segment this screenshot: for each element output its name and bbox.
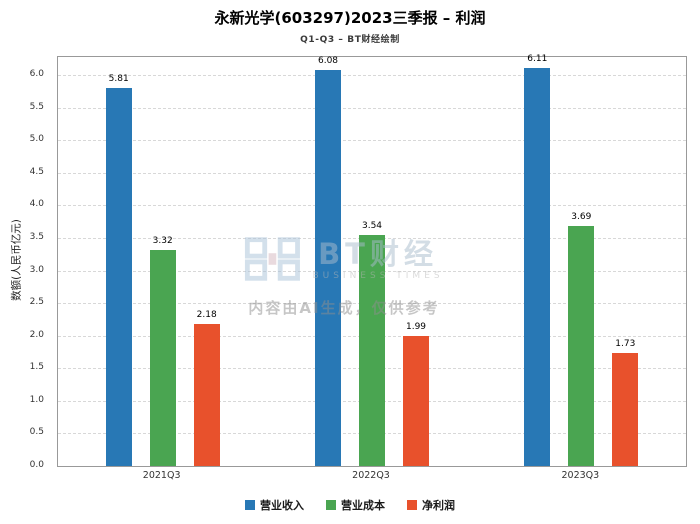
y-tick-label: 4.0: [29, 199, 44, 210]
chart-title: 永新光学(603297)2023三季报 – 利润: [214, 9, 486, 27]
bar-value-label: 1.73: [615, 339, 636, 350]
y-tick-label: 0.5: [29, 427, 44, 438]
bar-value-label: 3.69: [571, 211, 592, 222]
gridline: [58, 172, 686, 174]
plot-area: 5.81 3.32 2.18 6.08 3.54 1.99 6.11 3.69 1.73: [57, 54, 687, 467]
bar-value-label: 6.08: [317, 56, 339, 67]
y-tick-label: 4.5: [29, 166, 44, 177]
legend-swatch: [407, 500, 417, 510]
y-tick-label: 0.0: [29, 460, 44, 470]
legend-label: 营业成本: [341, 499, 385, 512]
x-axis-labels: 2021Q3 2022Q3 2023Q3: [57, 470, 685, 484]
bar: [359, 235, 385, 466]
y-tick-label: 3.5: [29, 232, 44, 243]
bar: [193, 324, 220, 466]
bar: [568, 225, 595, 466]
x-tick-label: 2022Q3: [352, 470, 390, 481]
gridline: [58, 140, 686, 142]
y-tick-label: 6.0: [29, 69, 44, 80]
y-tick-label: 3.0: [29, 264, 44, 275]
x-tick-label: 2021Q3: [142, 470, 181, 481]
bar-value-label: 2.18: [196, 310, 217, 321]
bar-value-label: 3.54: [361, 221, 383, 232]
y-tick-label: 2.0: [29, 329, 44, 340]
bar: [403, 336, 429, 466]
bar: [149, 249, 176, 466]
bar-value-label: 3.32: [152, 235, 173, 246]
legend-swatch: [245, 500, 255, 510]
bar: [524, 68, 551, 466]
y-axis-ticks: 0.0 0.5 1.0 1.5 2.0 2.5 3.0 3.5 4.0 4.5 5.0 5.5 6.0: [0, 56, 50, 470]
legend-item: 净利润: [407, 497, 455, 513]
legend: 营业收入 营业成本 净利润: [0, 497, 700, 513]
legend-item: 营业成本: [326, 497, 385, 513]
gridline: [58, 75, 686, 77]
y-tick-label: 1.0: [29, 394, 44, 405]
bar: [315, 70, 341, 466]
y-tick-label: 1.5: [29, 362, 44, 373]
chart-subtitle: Q1-Q3 – BT财经绘制: [300, 35, 400, 45]
legend-item: 营业收入: [245, 497, 304, 513]
y-tick-label: 5.5: [29, 101, 44, 112]
y-tick-label: 2.5: [29, 297, 44, 308]
bar: [105, 87, 132, 466]
gridline: [58, 107, 686, 109]
y-tick-label: 5.0: [29, 134, 44, 145]
legend-label: 净利润: [422, 499, 455, 512]
gridline: [58, 205, 686, 207]
x-tick-label: 2023Q3: [561, 470, 600, 481]
legend-label: 营业收入: [260, 499, 304, 512]
bar-value-label: 1.99: [405, 322, 427, 333]
bar-value-label: 5.81: [108, 73, 129, 84]
bar-value-label: 6.11: [527, 54, 548, 65]
legend-swatch: [326, 500, 336, 510]
bar: [612, 353, 639, 466]
